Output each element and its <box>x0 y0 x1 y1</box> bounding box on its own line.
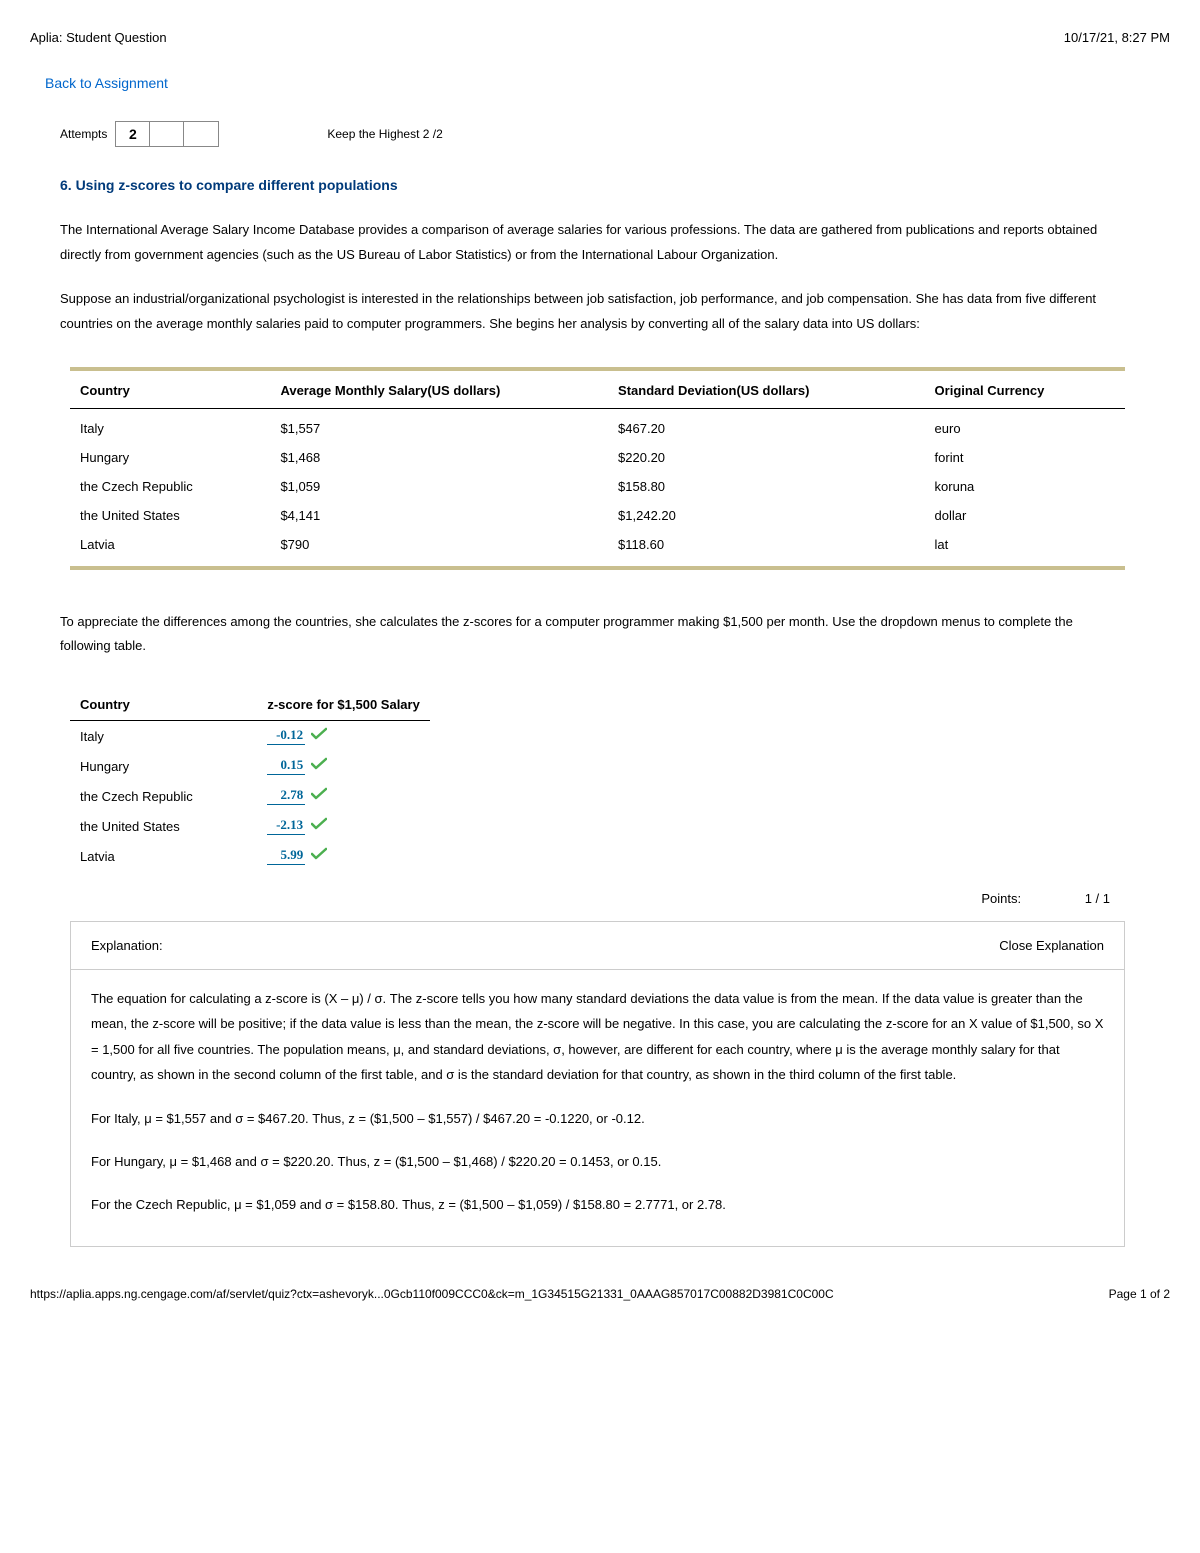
table-row: the United States$4,141$1,242.20dollar <box>70 501 1125 530</box>
table-cell: lat <box>925 530 1125 566</box>
question-paragraph-2: Suppose an industrial/organizational psy… <box>60 287 1125 336</box>
zscore-country-cell: the Czech Republic <box>70 781 257 811</box>
col-currency: Original Currency <box>925 371 1125 409</box>
points-value: 1 / 1 <box>1085 891 1110 906</box>
check-icon <box>311 727 327 744</box>
table-row: Hungary$1,468$220.20forint <box>70 443 1125 472</box>
attempts-label: Attempts <box>60 127 107 141</box>
col-salary: Average Monthly Salary(US dollars) <box>270 371 608 409</box>
check-icon <box>311 787 327 804</box>
zscore-value-cell: -0.12 <box>257 721 430 752</box>
zscore-value-cell: -2.13 <box>257 811 430 841</box>
zscore-dropdown[interactable]: 0.15 <box>267 757 305 775</box>
zscore-dropdown[interactable]: 5.99 <box>267 847 305 865</box>
table-cell: Latvia <box>70 530 270 566</box>
explanation-paragraph: The equation for calculating a z-score i… <box>91 986 1104 1087</box>
explanation-panel: Explanation: Close Explanation The equat… <box>70 921 1125 1246</box>
table-cell: $1,059 <box>270 472 608 501</box>
zscore-country-cell: Italy <box>70 721 257 752</box>
check-icon <box>311 757 327 774</box>
check-icon <box>311 847 327 864</box>
points-label: Points: <box>981 891 1021 906</box>
zscore-dropdown[interactable]: -0.12 <box>267 727 305 745</box>
attempt-box-3[interactable] <box>184 122 218 146</box>
table-row: Latvia$790$118.60lat <box>70 530 1125 566</box>
zcol-zscore: z-score for $1,500 Salary <box>257 689 430 721</box>
table-cell: euro <box>925 408 1125 443</box>
table-cell: $158.80 <box>608 472 925 501</box>
table-cell: Hungary <box>70 443 270 472</box>
question-title: 6. Using z-scores to compare different p… <box>60 177 1140 193</box>
zscore-value-cell: 0.15 <box>257 751 430 781</box>
question-paragraph-1: The International Average Salary Income … <box>60 218 1125 267</box>
table-row: Hungary 0.15 <box>70 751 430 781</box>
table-row: the United States -2.13 <box>70 811 430 841</box>
table-cell: $467.20 <box>608 408 925 443</box>
zscore-country-cell: the United States <box>70 811 257 841</box>
table-row: the Czech Republic 2.78 <box>70 781 430 811</box>
table-cell: $1,557 <box>270 408 608 443</box>
table-cell: koruna <box>925 472 1125 501</box>
explanation-paragraph: For Hungary, μ = $1,468 and σ = $220.20.… <box>91 1149 1104 1174</box>
table-row: Latvia 5.99 <box>70 841 430 871</box>
explanation-heading: Explanation: <box>91 938 163 953</box>
table-cell: the Czech Republic <box>70 472 270 501</box>
table-cell: the United States <box>70 501 270 530</box>
table-row: Italy$1,557$467.20euro <box>70 408 1125 443</box>
table-row: the Czech Republic$1,059$158.80koruna <box>70 472 1125 501</box>
page-title: Aplia: Student Question <box>30 30 167 45</box>
explanation-paragraph: For the Czech Republic, μ = $1,059 and σ… <box>91 1192 1104 1217</box>
close-explanation-link[interactable]: Close Explanation <box>999 938 1104 953</box>
check-icon <box>311 817 327 834</box>
table-cell: $220.20 <box>608 443 925 472</box>
table-cell: forint <box>925 443 1125 472</box>
attempts-boxes: 2 <box>115 121 219 147</box>
table-cell: Italy <box>70 408 270 443</box>
keep-highest-label: Keep the Highest 2 /2 <box>327 127 442 141</box>
zscore-table: Country z-score for $1,500 Salary Italy-… <box>70 689 430 871</box>
table-cell: $118.60 <box>608 530 925 566</box>
table-cell: $1,468 <box>270 443 608 472</box>
zscore-country-cell: Latvia <box>70 841 257 871</box>
footer-page: Page 1 of 2 <box>1109 1287 1170 1301</box>
table-cell: dollar <box>925 501 1125 530</box>
page-timestamp: 10/17/21, 8:27 PM <box>1064 30 1170 45</box>
zscore-value-cell: 5.99 <box>257 841 430 871</box>
attempt-box-2[interactable] <box>150 122 184 146</box>
zscore-value-cell: 2.78 <box>257 781 430 811</box>
zscore-dropdown[interactable]: 2.78 <box>267 787 305 805</box>
zscore-dropdown[interactable]: -2.13 <box>267 817 305 835</box>
salary-table: Country Average Monthly Salary(US dollar… <box>70 367 1125 570</box>
col-country: Country <box>70 371 270 409</box>
footer-url: https://aplia.apps.ng.cengage.com/af/ser… <box>30 1287 834 1301</box>
zcol-country: Country <box>70 689 257 721</box>
explanation-paragraph: For Italy, μ = $1,557 and σ = $467.20. T… <box>91 1106 1104 1131</box>
back-to-assignment-link[interactable]: Back to Assignment <box>45 75 1140 91</box>
table-cell: $1,242.20 <box>608 501 925 530</box>
table-row: Italy -0.12 <box>70 721 430 752</box>
col-stddev: Standard Deviation(US dollars) <box>608 371 925 409</box>
table-cell: $790 <box>270 530 608 566</box>
mid-text: To appreciate the differences among the … <box>60 610 1125 659</box>
table-cell: $4,141 <box>270 501 608 530</box>
zscore-country-cell: Hungary <box>70 751 257 781</box>
attempt-box-1[interactable]: 2 <box>116 122 150 146</box>
